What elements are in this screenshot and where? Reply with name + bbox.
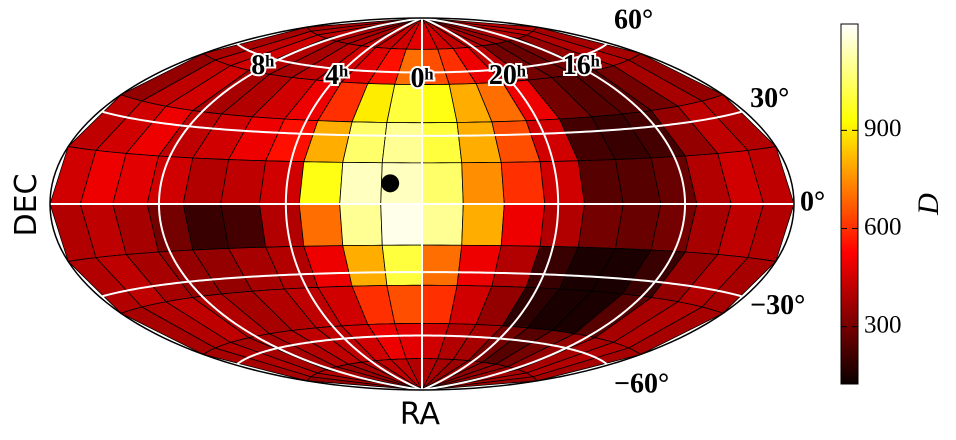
map-cell (220, 159, 267, 205)
labels: 8ʰ 4ʰ 0ʰ 20ʰ 16ʰ 60° 30° 0° −30° −60° (249, 2, 827, 401)
parallel (235, 334, 609, 366)
y-tick-label: −30° (750, 290, 805, 321)
grid (49, 17, 795, 391)
map-cell (500, 161, 546, 205)
colorbar (840, 23, 859, 385)
map-cell (421, 122, 463, 164)
parallel (99, 271, 745, 298)
parallel (235, 42, 609, 74)
map-cell (539, 160, 586, 205)
parallel (99, 110, 745, 137)
map-cells (49, 17, 795, 391)
map-cell (461, 161, 505, 205)
map-cell (461, 203, 505, 247)
x-tick-label: 16ʰ (563, 50, 600, 81)
colorbar-label: D (912, 193, 945, 216)
map-cell (381, 244, 423, 286)
y-tick-label: 60° (614, 4, 653, 35)
map-cell (539, 203, 586, 248)
map-cell (500, 203, 546, 247)
colorbar-tick-label: 600 (864, 213, 902, 240)
map-cell (421, 203, 464, 246)
x-tick-label: 20ʰ (489, 60, 526, 91)
map-cell (339, 203, 383, 247)
map-cell (220, 203, 267, 249)
x-tick-label: 0ʰ (410, 63, 433, 94)
map-cell (298, 203, 344, 247)
map-cell (381, 122, 423, 164)
map-cell (421, 162, 464, 205)
y-tick-label: 0° (800, 186, 825, 217)
map-cell (258, 160, 305, 205)
map-cell (258, 203, 305, 248)
x-tick-label: 8ʰ (251, 50, 274, 81)
x-axis-label: RA (400, 397, 441, 432)
map-cell (298, 161, 344, 205)
marker (381, 174, 400, 193)
x-tick-label: 4ʰ (325, 60, 348, 91)
colorbar-tick-label: 300 (864, 311, 902, 338)
map-cell (380, 203, 423, 246)
map-cell (421, 244, 463, 286)
y-tick-label: 30° (750, 83, 789, 114)
map-cell (339, 161, 383, 205)
y-tick-label: −60° (614, 369, 669, 400)
map-boundary (49, 17, 795, 391)
y-axis-label: DEC (9, 173, 44, 236)
colorbar-tick-label: 900 (864, 115, 902, 142)
